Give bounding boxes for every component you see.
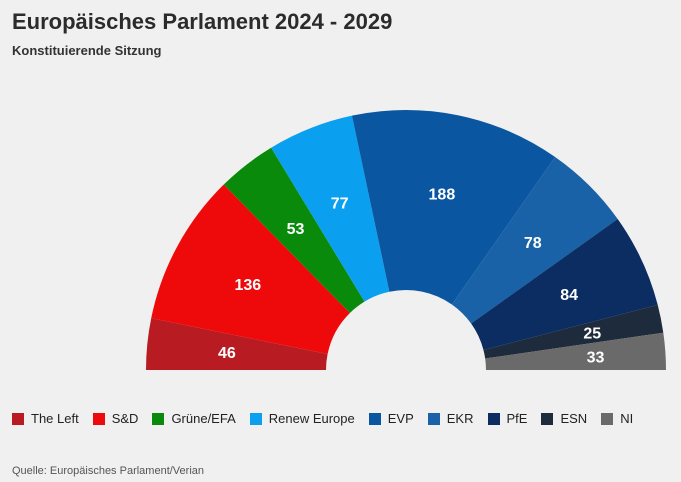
legend-swatch [427,412,440,425]
legend-label: EVP [387,411,414,426]
legend-swatch [92,412,105,425]
legend-label: EKR [446,411,474,426]
slice-ekr [451,157,618,324]
legend-label: Grüne/EFA [171,411,236,426]
legend-label: S&D [111,411,139,426]
legend-swatch [487,412,500,425]
legend-item-the-left: The Left [12,411,79,426]
legend-swatch [249,412,262,425]
legend-label: Renew Europe [268,411,355,426]
legend-item-ni: NI [601,411,633,426]
legend-swatch [541,412,554,425]
slice-ni [485,332,666,370]
legend-item-sandd: S&D [92,411,139,426]
label-renew-europe: 77 [331,196,349,213]
legend-label: NI [620,411,634,426]
label-esn: 25 [583,326,601,343]
slice-evp [351,109,556,305]
legend-label: The Left [31,411,79,426]
label-ekr: 78 [524,235,542,252]
label-the-left: 46 [218,345,236,362]
label-evp: 188 [429,187,456,204]
legend-item-ekr: EKR [427,411,474,426]
legend-item-esn: ESN [541,411,587,426]
legend-swatch [601,412,614,425]
slice-renew-europe [271,115,390,302]
legend-swatch [152,412,165,425]
legend-label: PfE [506,411,528,426]
chart-title: Europäisches Parlament 2024 - 2029 [12,9,393,34]
legend-label: ESN [560,411,588,426]
legend-item-grüne-efa: Grüne/EFA [152,411,236,426]
label-ni: 33 [587,349,605,366]
slice-the-left [146,318,328,370]
slice-grüne-efa [223,147,365,313]
legend: The Left S&D Grüne/EFA Renew Europe EVP EKR Pf… [12,411,647,426]
legend-item-pfe: PfE [487,411,528,426]
slice-sandd [151,184,350,355]
chart-subtitle: Konstituierende Sitzung [12,43,162,58]
slice-pfe [471,219,658,350]
legend-swatch [12,412,24,425]
legend-item-renew-europe: Renew Europe [249,411,355,426]
parliament-chart: 46 136 53 77 188 78 84 25 33 [146,109,666,370]
label-sandd: 136 [234,277,261,294]
source-note: Quelle: Europäisches Parlament/Verian [12,465,204,477]
label-pfe: 84 [560,287,578,304]
slice-esn [483,304,664,359]
legend-swatch [368,412,381,425]
legend-item-evp: EVP [368,411,414,426]
label-grüne-efa: 53 [287,221,305,238]
